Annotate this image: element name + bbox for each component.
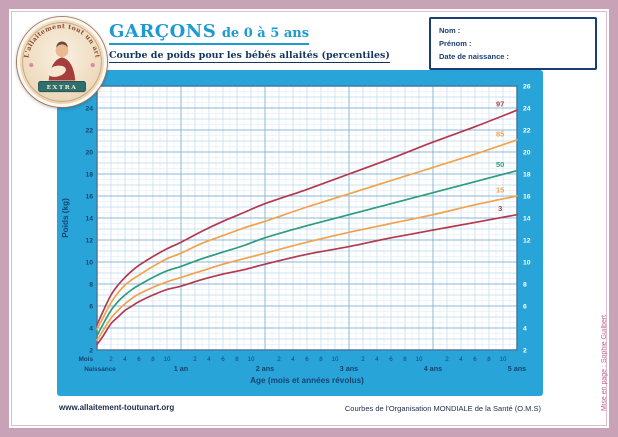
baby [47,65,66,77]
svg-text:4: 4 [291,356,295,363]
header: GARÇONS de 0 à 5 ans Courbe de poids pou… [109,21,390,63]
percentile-label-P97: 97 [496,100,504,109]
percentile-label-P15: 15 [496,186,504,195]
svg-text:10: 10 [523,259,531,266]
svg-text:8: 8 [403,356,407,363]
svg-text:4: 4 [375,356,379,363]
face [55,44,69,58]
svg-text:2: 2 [89,347,93,354]
svg-text:Age (mois et années révolus): Age (mois et années révolus) [250,376,364,385]
svg-text:8: 8 [151,356,155,363]
plot-border [96,85,518,351]
svg-text:Mois: Mois [78,356,93,363]
svg-text:3 ans: 3 ans [340,364,358,373]
flower-left [29,63,34,68]
field-date-naissance: Date de naissance : [439,52,510,61]
percentile-curve-P97 [96,109,518,326]
svg-text:10: 10 [416,356,423,363]
svg-text:8: 8 [523,281,527,288]
svg-text:10: 10 [85,259,93,266]
percentile-label-P50: 50 [496,160,504,169]
field-prenom: Prénom : [439,39,472,48]
svg-text:Naissance: Naissance [84,366,116,373]
svg-text:2: 2 [109,356,113,363]
svg-text:8: 8 [319,356,323,363]
percentile-label-P3: 3 [498,204,502,213]
patient-info-box: Nom : Prénom : Date de naissance : [429,17,597,70]
svg-text:10: 10 [332,356,339,363]
svg-text:8: 8 [235,356,239,363]
svg-text:5 ans: 5 ans [508,364,526,373]
svg-text:6: 6 [89,303,93,310]
svg-text:24: 24 [523,105,531,112]
svg-text:2 ans: 2 ans [256,364,274,373]
svg-text:22: 22 [523,127,531,134]
percentile-curve-P50 [96,169,518,337]
svg-text:14: 14 [523,215,531,222]
svg-text:4: 4 [89,325,93,332]
source-credit: Courbes de l'Organisation MONDIALE de la… [344,404,541,413]
svg-text:8: 8 [487,356,491,363]
logo: L'allaitement tout un art EXTRA [17,17,107,107]
logo-artwork: L'allaitement tout un art EXTRA [22,22,102,102]
growth-chart-panel: 2 2 4 4 6 6 8 8 10 10 12 12 14 14 16 16 18 18 20 20 22 22 24 24… [57,70,543,396]
svg-text:8: 8 [89,281,93,288]
layout-credit: Mise en page : Sophie Guilbert [601,314,608,411]
svg-text:12: 12 [85,237,93,244]
svg-text:18: 18 [523,171,531,178]
svg-text:20: 20 [85,149,93,156]
svg-text:4: 4 [207,356,211,363]
page-subtitle: Courbe de poids pour les bébés allaités … [109,50,390,63]
percentile-label-P85: 85 [496,129,504,138]
svg-text:6: 6 [221,356,225,363]
svg-text:2: 2 [523,347,527,354]
flower-right [90,63,95,68]
svg-text:24: 24 [85,105,93,112]
svg-text:16: 16 [523,193,531,200]
svg-text:2: 2 [445,356,449,363]
svg-text:6: 6 [305,356,309,363]
svg-text:Poids (kg): Poids (kg) [61,198,70,238]
svg-text:20: 20 [523,149,531,156]
svg-text:4 ans: 4 ans [424,364,442,373]
svg-text:6: 6 [523,303,527,310]
svg-text:1 an: 1 an [174,364,188,373]
svg-text:10: 10 [248,356,255,363]
svg-text:6: 6 [473,356,477,363]
logo-banner [38,81,86,93]
svg-text:4: 4 [459,356,463,363]
page-title-rest: de 0 à 5 ans [221,26,310,41]
svg-text:2: 2 [361,356,365,363]
svg-text:6: 6 [389,356,393,363]
svg-text:4: 4 [123,356,127,363]
svg-text:2: 2 [277,356,281,363]
svg-text:16: 16 [85,193,93,200]
svg-text:22: 22 [85,127,93,134]
percentile-curve-P15 [96,195,518,341]
logo-banner-text: EXTRA [47,84,78,91]
svg-text:4: 4 [523,325,527,332]
percentile-curve-P85 [96,139,518,330]
svg-text:12: 12 [523,237,531,244]
page-title: GARÇONS de 0 à 5 ans [109,21,310,45]
page-title-main: GARÇONS [109,21,217,42]
svg-text:6: 6 [137,356,141,363]
svg-text:18: 18 [85,171,93,178]
website-url: www.allaitement-toutunart.org [59,403,175,412]
svg-text:14: 14 [85,215,93,222]
percentile-curve-P3 [96,213,518,346]
svg-text:10: 10 [500,356,507,363]
svg-text:2: 2 [193,356,197,363]
field-nom: Nom : [439,26,461,35]
svg-text:10: 10 [164,356,171,363]
svg-text:26: 26 [523,83,531,90]
